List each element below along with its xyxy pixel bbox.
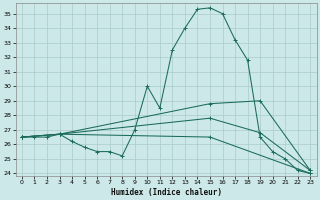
X-axis label: Humidex (Indice chaleur): Humidex (Indice chaleur) bbox=[111, 188, 221, 197]
